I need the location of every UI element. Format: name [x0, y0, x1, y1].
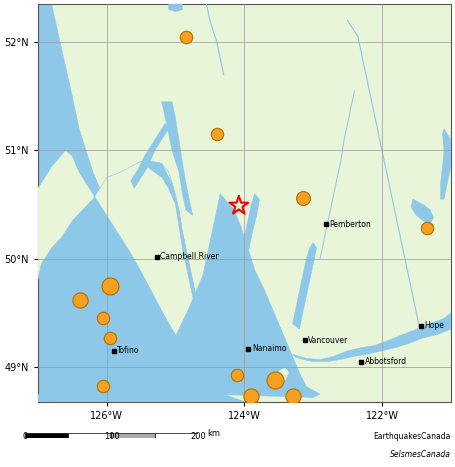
- Point: [100, 315, 107, 322]
- Polygon shape: [106, 333, 141, 369]
- Polygon shape: [141, 161, 210, 373]
- Text: km: km: [207, 429, 220, 438]
- Point: [299, 194, 307, 202]
- Text: Vancouver: Vancouver: [308, 335, 349, 345]
- Text: Hope: Hope: [424, 321, 444, 331]
- Point: [106, 334, 114, 341]
- Text: 100: 100: [104, 432, 119, 441]
- Text: Nanaimo: Nanaimo: [252, 344, 286, 353]
- Bar: [111, 433, 155, 438]
- Polygon shape: [293, 313, 451, 361]
- Point: [235, 202, 243, 209]
- Text: Campbell River: Campbell River: [160, 252, 219, 261]
- Text: Tofino: Tofino: [117, 347, 140, 355]
- Text: Pemberton: Pemberton: [330, 219, 371, 229]
- Text: SeîsmesCanada: SeîsmesCanada: [389, 450, 450, 459]
- Polygon shape: [38, 4, 244, 402]
- Polygon shape: [293, 242, 317, 329]
- Point: [272, 376, 279, 384]
- Polygon shape: [131, 123, 169, 188]
- Polygon shape: [275, 367, 289, 383]
- Text: Abbotsford: Abbotsford: [365, 357, 407, 366]
- Point: [234, 371, 241, 378]
- Point: [213, 130, 220, 138]
- Point: [289, 393, 296, 400]
- Bar: [155, 433, 198, 438]
- Text: 200: 200: [190, 432, 206, 441]
- Polygon shape: [239, 351, 251, 361]
- Point: [106, 282, 114, 290]
- Text: 0: 0: [22, 432, 28, 441]
- Polygon shape: [169, 4, 182, 12]
- Point: [77, 296, 84, 304]
- Point: [423, 225, 430, 232]
- Polygon shape: [162, 102, 193, 215]
- Polygon shape: [38, 150, 231, 397]
- Polygon shape: [238, 194, 259, 269]
- Point: [182, 33, 189, 41]
- Bar: [68, 433, 111, 438]
- Bar: [25, 433, 68, 438]
- Text: EarthquakesCanada: EarthquakesCanada: [373, 432, 450, 441]
- Point: [100, 382, 107, 389]
- Polygon shape: [411, 199, 434, 224]
- Polygon shape: [162, 194, 320, 397]
- Point: [248, 393, 255, 400]
- Polygon shape: [38, 394, 244, 402]
- Polygon shape: [440, 129, 451, 199]
- Polygon shape: [268, 375, 282, 389]
